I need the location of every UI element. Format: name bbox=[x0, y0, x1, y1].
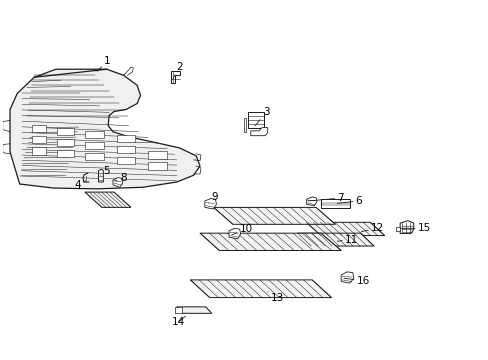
Polygon shape bbox=[200, 233, 341, 251]
Polygon shape bbox=[57, 129, 74, 135]
Text: 9: 9 bbox=[208, 192, 218, 203]
Polygon shape bbox=[85, 131, 103, 138]
Text: 5: 5 bbox=[100, 166, 110, 176]
Polygon shape bbox=[85, 142, 103, 149]
Polygon shape bbox=[32, 147, 46, 155]
Polygon shape bbox=[171, 71, 180, 83]
Text: 16: 16 bbox=[344, 276, 369, 286]
Polygon shape bbox=[395, 227, 399, 231]
Text: 7: 7 bbox=[308, 193, 343, 203]
Polygon shape bbox=[399, 221, 413, 234]
Text: 4: 4 bbox=[74, 180, 86, 190]
Text: 1: 1 bbox=[97, 56, 111, 71]
Polygon shape bbox=[57, 150, 74, 157]
Polygon shape bbox=[117, 146, 135, 153]
Polygon shape bbox=[177, 307, 211, 313]
Polygon shape bbox=[98, 169, 103, 182]
Text: 6: 6 bbox=[337, 196, 362, 206]
Text: 13: 13 bbox=[267, 292, 283, 303]
Text: 12: 12 bbox=[361, 223, 384, 233]
Text: 11: 11 bbox=[337, 235, 358, 244]
Polygon shape bbox=[32, 136, 46, 143]
Polygon shape bbox=[248, 112, 264, 128]
Polygon shape bbox=[10, 69, 200, 189]
Polygon shape bbox=[204, 198, 216, 209]
Polygon shape bbox=[243, 118, 246, 132]
Polygon shape bbox=[250, 128, 267, 136]
Polygon shape bbox=[228, 228, 240, 239]
Text: 8: 8 bbox=[115, 173, 126, 183]
Polygon shape bbox=[175, 307, 181, 312]
Polygon shape bbox=[117, 135, 135, 142]
Polygon shape bbox=[32, 125, 46, 132]
Polygon shape bbox=[297, 233, 373, 246]
Polygon shape bbox=[213, 207, 335, 224]
Polygon shape bbox=[85, 192, 131, 207]
Polygon shape bbox=[190, 280, 331, 298]
Polygon shape bbox=[57, 139, 74, 146]
Text: 10: 10 bbox=[231, 224, 252, 235]
Polygon shape bbox=[148, 152, 166, 159]
Polygon shape bbox=[320, 199, 349, 208]
Polygon shape bbox=[113, 177, 122, 187]
Polygon shape bbox=[148, 162, 166, 170]
Polygon shape bbox=[117, 157, 135, 164]
Polygon shape bbox=[85, 153, 103, 160]
Text: 15: 15 bbox=[400, 223, 430, 233]
Polygon shape bbox=[341, 272, 353, 283]
Text: 3: 3 bbox=[255, 107, 269, 126]
Text: 14: 14 bbox=[172, 316, 185, 327]
Polygon shape bbox=[306, 222, 384, 235]
Text: 2: 2 bbox=[173, 62, 182, 78]
Polygon shape bbox=[306, 197, 316, 206]
